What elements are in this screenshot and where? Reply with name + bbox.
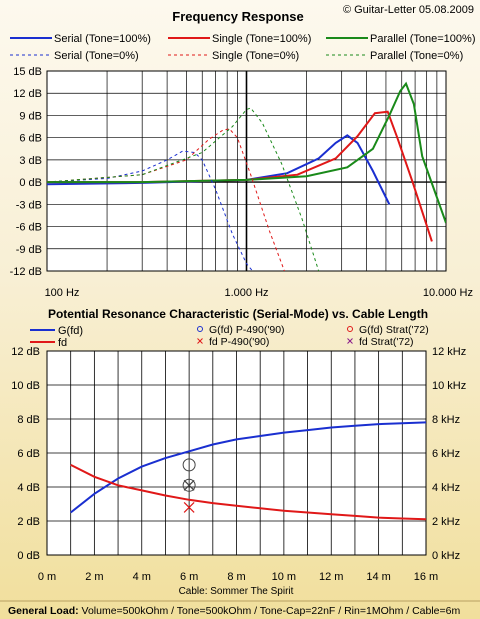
legend-label: G(fd) bbox=[58, 325, 83, 337]
chart2-axis-labels: 12 dB 10 dB 8 dB 6 dB 4 dB 2 dB 0 dB 12 kHz 10 k… bbox=[11, 346, 466, 583]
footer-label: General Load: bbox=[8, 605, 79, 617]
legend-marker-circle bbox=[347, 326, 353, 332]
chart1-ytick-label: 12 dB bbox=[13, 88, 42, 100]
series-line-single-tone-0 bbox=[47, 128, 285, 271]
legend-label: fd bbox=[58, 337, 67, 349]
chart1-xtick-label: 100 Hz bbox=[45, 287, 80, 299]
series-line-serial-tone-0 bbox=[47, 150, 254, 271]
legend-label: Single (Tone=100%) bbox=[212, 33, 311, 45]
chart1-xtick-label: 10.000 Hz bbox=[423, 287, 473, 299]
chart1-ytick-label: -12 dB bbox=[10, 266, 42, 278]
chart1-legend: Serial (Tone=100%) Single (Tone=100%) Para… bbox=[10, 33, 475, 62]
copyright-text: © Guitar-Letter 05.08.2009 bbox=[343, 4, 474, 16]
chart1-series-group bbox=[47, 81, 446, 271]
chart2-ytick-left-label: 6 dB bbox=[17, 448, 40, 460]
legend-label: G(fd) Strat('72) bbox=[359, 324, 429, 336]
chart2-ytick-right-label: 4 kHz bbox=[432, 482, 460, 494]
chart1-title: Frequency Response bbox=[172, 9, 304, 24]
chart2-ytick-right-label: 12 kHz bbox=[432, 346, 466, 358]
series-line-fd bbox=[70, 464, 427, 521]
chart1-ytick-label: 15 dB bbox=[13, 66, 42, 78]
legend-label: fd P-490('90) bbox=[209, 336, 269, 348]
chart1-ytick-label: 3 dB bbox=[19, 155, 42, 167]
chart2-ytick-left-label: 2 dB bbox=[17, 516, 40, 528]
legend-label: Serial (Tone=0%) bbox=[54, 50, 139, 62]
chart1-grid bbox=[47, 71, 446, 271]
footer-params: Volume=500kOhm / Tone=500kOhm / Tone-Cap… bbox=[79, 605, 461, 617]
chart2-ytick-right-label: 8 kHz bbox=[432, 414, 460, 426]
marker-circle bbox=[182, 458, 196, 472]
marker-x bbox=[183, 501, 195, 513]
chart2-legend: G(fd)fdG(fd) P-490('90) G(fd) Strat('72)f… bbox=[30, 324, 429, 349]
chart2-ytick-left-label: 0 dB bbox=[17, 550, 40, 562]
chart2-ytick-left-label: 10 dB bbox=[11, 380, 40, 392]
chart2-ytick-left-label: 4 dB bbox=[17, 482, 40, 494]
marker-circle bbox=[182, 478, 196, 492]
series-line-g-fd bbox=[70, 421, 427, 514]
chart2-grid bbox=[47, 351, 426, 555]
chart2-xtick-label: 6 m bbox=[180, 571, 198, 583]
chart2-xtick-label: 16 m bbox=[414, 571, 438, 583]
chart2-ytick-right-label: 10 kHz bbox=[432, 380, 466, 392]
chart2-title: Potential Resonance Characteristic (Seri… bbox=[48, 307, 428, 321]
chart2-xtick-label: 4 m bbox=[133, 571, 151, 583]
chart2-xtick-label: 10 m bbox=[272, 571, 296, 583]
chart1-ytick-label: 0 dB bbox=[19, 177, 42, 189]
chart1-axis-labels: 15 dB 12 dB 9 dB 6 dB 3 dB 0 dB -3 dB -6 dB -9 d… bbox=[10, 66, 473, 299]
chart2-xtick-label: 0 m bbox=[38, 571, 56, 583]
chart1-ytick-label: 9 dB bbox=[19, 110, 42, 122]
chart2-xtick-label: 2 m bbox=[85, 571, 103, 583]
chart2-xtick-label: 8 m bbox=[227, 571, 245, 583]
marker-x bbox=[183, 479, 195, 491]
chart1-ytick-label: -3 dB bbox=[16, 199, 42, 211]
series-line-parallel-tone-0 bbox=[47, 107, 320, 271]
legend-label: fd Strat('72) bbox=[359, 336, 414, 348]
chart2-ytick-left-label: 12 dB bbox=[11, 346, 40, 358]
legend-label: G(fd) P-490('90) bbox=[209, 324, 285, 336]
chart2-series-group bbox=[70, 421, 427, 521]
legend-marker-x bbox=[197, 338, 203, 344]
chart2-ytick-right-label: 2 kHz bbox=[432, 516, 460, 528]
footer-text: General Load: Volume=500kOhm / Tone=500k… bbox=[8, 605, 460, 617]
chart2-ytick-right-label: 6 kHz bbox=[432, 448, 460, 460]
legend-label: Parallel (Tone=100%) bbox=[370, 33, 475, 45]
chart1-ytick-label: -6 dB bbox=[16, 222, 42, 234]
chart2-xlabel: Cable: Sommer The Spirit bbox=[179, 586, 294, 597]
chart1-ytick-label: -9 dB bbox=[16, 244, 42, 256]
legend-label: Parallel (Tone=0%) bbox=[370, 50, 463, 62]
chart2-xtick-label: 12 m bbox=[319, 571, 343, 583]
legend-marker-x bbox=[347, 338, 353, 344]
chart1-ytick-label: 6 dB bbox=[19, 133, 42, 145]
chart2-ytick-right-label: 0 kHz bbox=[432, 550, 460, 562]
chart2-xtick-label: 14 m bbox=[366, 571, 390, 583]
chart2-ytick-left-label: 8 dB bbox=[17, 414, 40, 426]
series-line-parallel-tone-100 bbox=[47, 81, 446, 224]
chart1-xtick-label: 1.000 Hz bbox=[224, 287, 268, 299]
legend-marker-circle bbox=[197, 326, 203, 332]
legend-label: Single (Tone=0%) bbox=[212, 50, 299, 62]
legend-label: Serial (Tone=100%) bbox=[54, 33, 151, 45]
